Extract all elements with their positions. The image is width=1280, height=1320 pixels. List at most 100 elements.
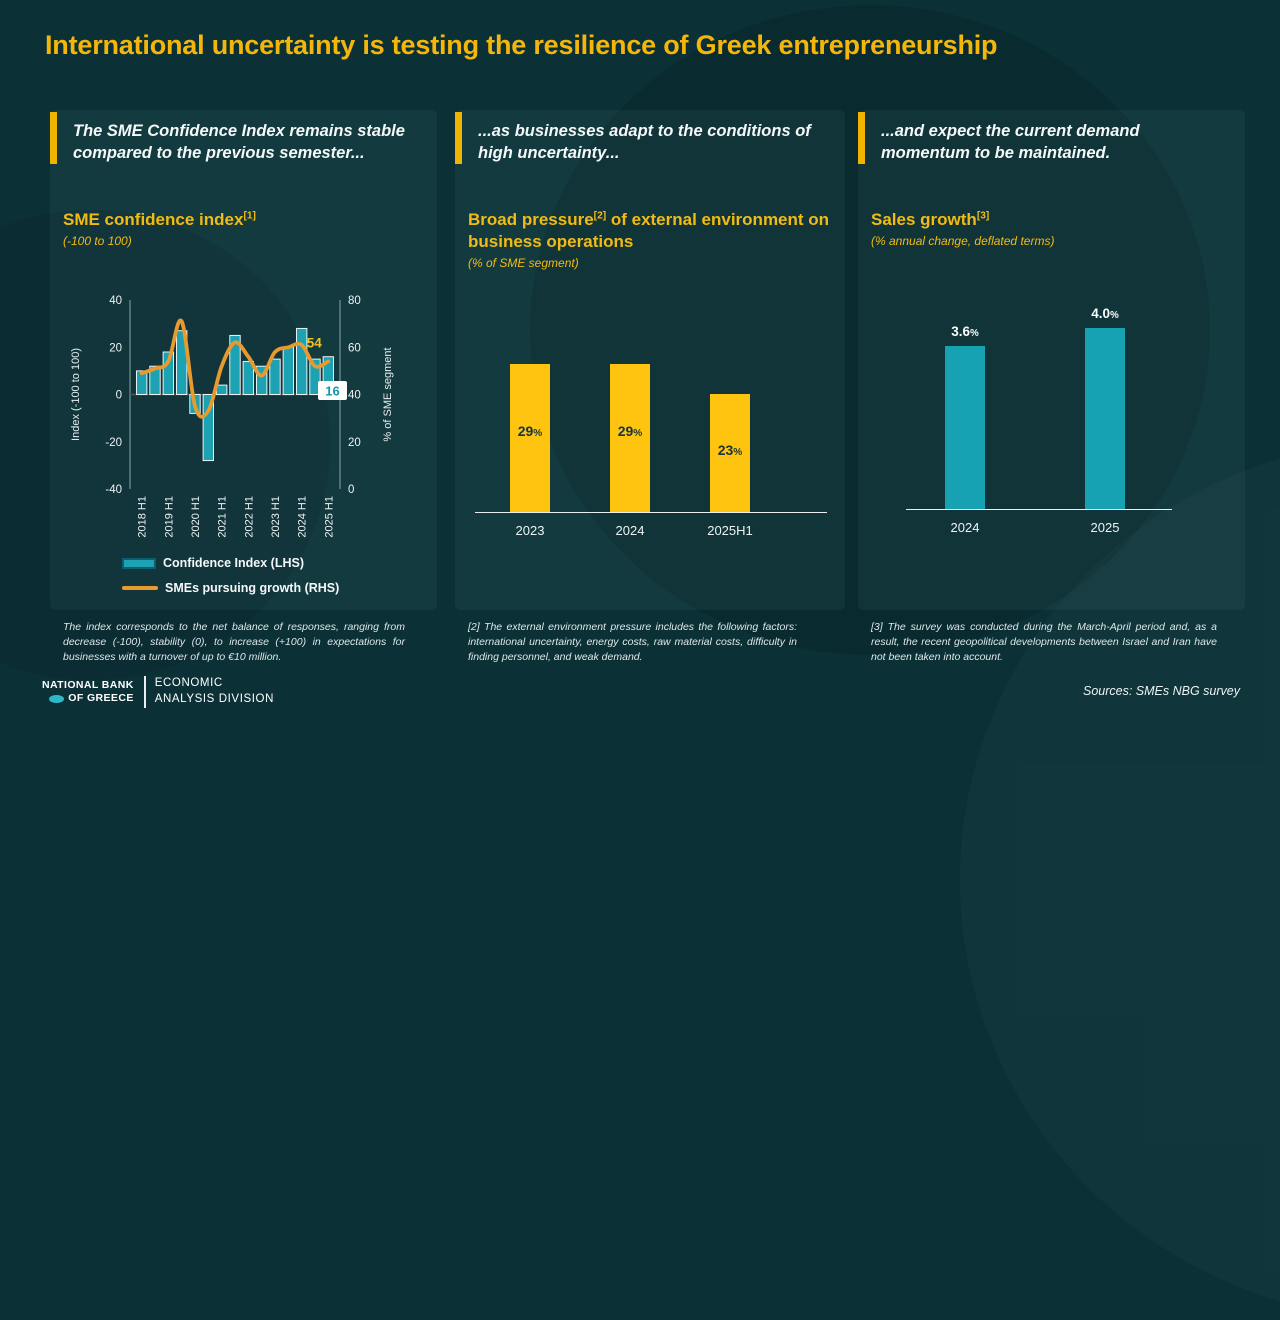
category-label: 2025H1 [707, 523, 753, 538]
bar [136, 370, 148, 395]
chart-subtitle: (-100 to 100) [63, 233, 132, 248]
bar [162, 351, 174, 395]
chart-subtitle: (% annual change, deflated terms) [871, 233, 1055, 248]
nbg-logo-text: NATIONAL BANK OF GREECE [42, 679, 134, 705]
footnotes-row: The index corresponds to the net balance… [50, 620, 1245, 665]
bar-column: 29% 2023 [494, 363, 566, 542]
footnote-marker: [3] [976, 209, 990, 221]
chart-title: Sales growth[3] [871, 209, 990, 229]
footnote-marker: [1] [243, 209, 256, 221]
right-tick-label: 40 [348, 390, 361, 402]
bar-series-swatch [122, 557, 156, 569]
x-tick-label: 2023 H1 [270, 496, 282, 538]
panel-external-pressure: ...as businesses adapt to the conditions… [455, 110, 845, 610]
bar [1085, 328, 1125, 510]
nbg-logo: NATIONAL BANK OF GREECE ECONOMIC ANALYSI… [42, 676, 274, 708]
bar [309, 358, 321, 395]
category-label: 2024 [615, 523, 645, 538]
footnote-1: The index corresponds to the net balance… [63, 621, 405, 663]
category-label: 2025 [1090, 520, 1120, 535]
right-axis-title: % of SME segment [382, 347, 394, 441]
left-axis-title: Index (-100 to 100) [70, 348, 82, 441]
bar-value-label: 29% [517, 423, 543, 440]
chart-subtitle: (% of SME segment) [468, 256, 579, 271]
confidence-index-bars [136, 327, 334, 462]
chart-title-block: Sales growth[3] (% annual change, deflat… [871, 209, 1231, 248]
bar [242, 360, 254, 395]
x-tick-label: 2024 H1 [297, 496, 309, 538]
bar-column: 4.0% 2025 [1069, 306, 1141, 538]
bar [296, 327, 308, 395]
bar-columns: 3.6% 2024 4.0% 2025 [874, 280, 1224, 538]
bar-column: 23% 2025H1 [694, 394, 766, 541]
x-tick-label: 2021 H1 [217, 496, 229, 538]
bar: 23% [710, 394, 750, 513]
right-tick-label: 60 [348, 342, 361, 354]
bar-column: 29% 2024 [594, 363, 666, 542]
division-text: ECONOMIC ANALYSIS DIVISION [155, 676, 274, 707]
bar [216, 384, 228, 395]
x-tick-label: 2019 H1 [163, 496, 175, 538]
gold-accent-bar [455, 112, 462, 164]
chart-title-block: Broad pressure[2] of external environmen… [468, 209, 831, 271]
bar [269, 358, 281, 395]
bar [256, 365, 268, 395]
gold-accent-bar [50, 112, 57, 164]
left-tick-label: 0 [116, 390, 122, 402]
nbg-logo-line2: OF GREECE [68, 692, 134, 704]
legend-label: Confidence Index (LHS) [163, 556, 304, 570]
left-tick-label: 40 [109, 295, 122, 307]
line-end-label: 54 [307, 335, 323, 350]
category-label: 2024 [950, 520, 980, 535]
sales-growth-bar-chart: 3.6% 2024 4.0% 2025 [874, 280, 1224, 538]
gold-accent-bar [858, 112, 865, 164]
bar [282, 346, 294, 396]
division-line2: ANALYSIS DIVISION [154, 693, 275, 705]
bar: 29% [610, 363, 650, 513]
panel-header: ...and expect the current demand momentu… [858, 110, 1245, 165]
left-tick-label: -40 [105, 484, 122, 496]
bar-end-label: 16 [325, 384, 339, 399]
nbg-logo-line1: NATIONAL BANK [42, 678, 134, 691]
x-tick-label: 2018 H1 [137, 496, 149, 538]
x-axis-baseline [906, 509, 1172, 510]
right-tick-label: 80 [348, 295, 361, 307]
left-tick-label: 20 [109, 342, 122, 354]
smes-pursuing-growth-line [139, 318, 331, 419]
chart-legend: Confidence Index (LHS) SMEs pursuing gro… [122, 556, 339, 595]
x-tick-label: 2025 H1 [323, 496, 335, 538]
chart-title: Broad pressure[2] of external environmen… [468, 209, 830, 251]
panel-sales-growth: ...and expect the current demand momentu… [858, 110, 1245, 610]
bar-columns: 29% 2023 29% 2024 23% 2025H1 [469, 348, 827, 541]
bar-column: 3.6% 2024 [929, 324, 1001, 538]
panel-header: The SME Confidence Index remains stable … [50, 110, 437, 165]
panel-header: ...as businesses adapt to the conditions… [455, 110, 845, 165]
footnote-3: [3] The survey was conducted during the … [871, 621, 1217, 663]
x-tick-label: 2020 H1 [190, 496, 202, 538]
bar-value-label: 3.6% [951, 324, 979, 340]
bar-value-label: 4.0% [1091, 306, 1119, 322]
nbg-oval-icon [49, 694, 65, 703]
sources-note: Sources: SMEs NBG survey [1083, 684, 1240, 698]
x-axis-baseline [475, 512, 827, 513]
left-tick-label: -20 [105, 437, 122, 449]
legend-label: SMEs pursuing growth (RHS) [165, 581, 340, 595]
page-title: International uncertainty is testing the… [45, 30, 998, 60]
bar [149, 365, 161, 395]
line-series-swatch [122, 586, 158, 590]
bar-end-label-box [318, 381, 347, 400]
legend-item-confidence-index: Confidence Index (LHS) [122, 556, 339, 570]
footnote-marker: [2] [593, 209, 607, 221]
bar [229, 334, 241, 395]
bar [202, 394, 214, 462]
division-line1: ECONOMIC [154, 677, 223, 690]
x-tick-label: 2022 H1 [243, 496, 255, 538]
panel-header-text: ...and expect the current demand momentu… [881, 122, 1140, 162]
bar: 29% [510, 363, 550, 513]
sme-confidence-combo-chart: 40 20 0 -20 -40 80 60 40 20 0 2018 H1 2019 H1 2020 H… [68, 288, 398, 550]
footnote-2: [2] The external environment pressure in… [468, 621, 797, 663]
bar [945, 346, 985, 510]
panel-confidence-index: The SME Confidence Index remains stable … [50, 110, 437, 610]
panel-header-text: The SME Confidence Index remains stable … [73, 122, 405, 162]
chart-title-block: SME confidence index[1] (-100 to 100) [63, 209, 423, 248]
